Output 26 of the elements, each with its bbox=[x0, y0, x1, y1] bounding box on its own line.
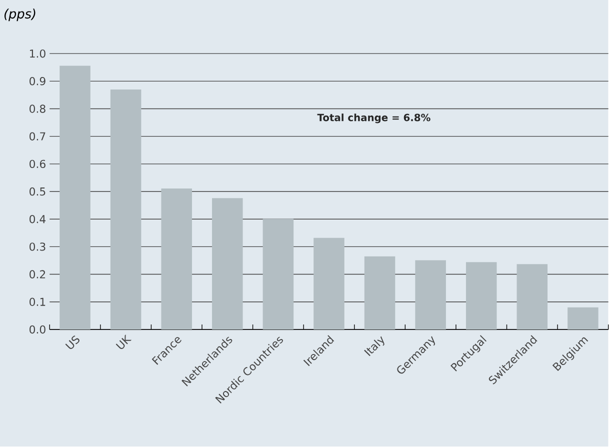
y-tick-label: 0.0 bbox=[30, 326, 46, 334]
bar bbox=[110, 90, 142, 330]
bar bbox=[262, 219, 294, 330]
y-tick-label: 0.5 bbox=[30, 188, 46, 196]
y-tick-label: 1.0 bbox=[30, 50, 46, 58]
y-tick-label: 0.4 bbox=[30, 215, 46, 224]
bar bbox=[364, 256, 396, 330]
y-tick-label: 0.3 bbox=[30, 242, 46, 252]
y-tick-label: 0.1 bbox=[30, 298, 46, 306]
bar bbox=[314, 238, 344, 330]
bar bbox=[60, 66, 90, 330]
y-tick-label: 0.8 bbox=[30, 104, 46, 114]
y-axis-title: (pps) bbox=[4, 8, 36, 22]
x-tick-label: UK bbox=[116, 334, 132, 350]
y-tick-label: 0.2 bbox=[30, 270, 46, 279]
y-tick-label: 0.6 bbox=[30, 160, 46, 168]
bar bbox=[568, 308, 598, 330]
y-tick-label: 0.9 bbox=[30, 77, 46, 86]
bar bbox=[212, 198, 243, 330]
bar bbox=[161, 188, 192, 330]
bar bbox=[516, 264, 548, 330]
x-tick-label: US bbox=[65, 336, 80, 350]
bar bbox=[415, 260, 446, 330]
bar bbox=[466, 262, 497, 330]
y-tick-label: 0.7 bbox=[30, 132, 46, 141]
annotation: Total change = 6.8% bbox=[317, 114, 430, 124]
